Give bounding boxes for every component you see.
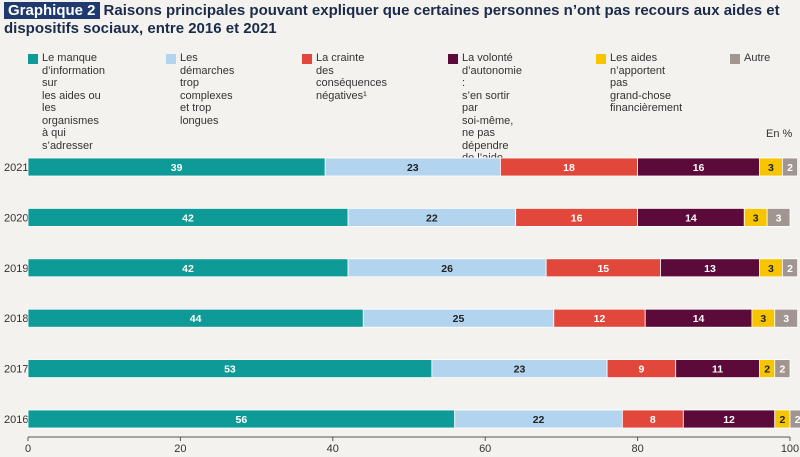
data-label: 42 — [182, 212, 194, 224]
data-label: 3 — [768, 263, 774, 275]
x-tick-label: 40 — [327, 443, 339, 455]
bar-segment — [789, 409, 800, 429]
data-label: 16 — [571, 212, 583, 224]
data-label: 2 — [779, 364, 785, 376]
data-label: 3 — [776, 212, 782, 224]
y-tick-label: 2020 — [4, 212, 28, 224]
legend-swatch — [166, 54, 176, 64]
data-label: 2 — [795, 414, 800, 426]
bar-segment — [774, 308, 799, 328]
legend: Le manque d’information sur les aides ou… — [0, 52, 800, 177]
data-label: 9 — [638, 364, 644, 376]
data-label: 18 — [563, 162, 575, 174]
data-label: 13 — [704, 263, 716, 275]
legend-swatch — [596, 54, 606, 64]
x-tick-label: 80 — [631, 443, 643, 455]
bar-segment — [766, 207, 791, 227]
legend-label: Les démarches trop complexes et trop lon… — [180, 52, 235, 127]
figure-label: Graphique 2 — [4, 2, 100, 19]
legend-label: Les aides n’apportent pas grand-chose fi… — [610, 52, 683, 114]
data-label: 15 — [597, 263, 609, 275]
data-label: 14 — [685, 212, 697, 224]
data-label: 25 — [453, 313, 465, 325]
data-label: 23 — [514, 364, 526, 376]
data-label: 39 — [171, 162, 183, 174]
bar-segment — [781, 157, 799, 177]
data-label: 3 — [753, 212, 759, 224]
data-label: 3 — [760, 313, 766, 325]
data-label: 44 — [190, 313, 202, 325]
x-tick-label: 20 — [174, 443, 186, 455]
y-tick-label: 2017 — [4, 364, 28, 376]
data-label: 2 — [764, 364, 770, 376]
x-tick-label: 60 — [479, 443, 491, 455]
x-tick-label: 0 — [25, 443, 31, 455]
data-label: 53 — [224, 364, 236, 376]
data-label: 22 — [533, 414, 545, 426]
bar-segment — [774, 359, 791, 379]
data-label: 2 — [779, 414, 785, 426]
chart-title-text: Raisons principales pouvant expliquer qu… — [4, 2, 780, 37]
data-label: 56 — [236, 414, 248, 426]
data-label: 14 — [693, 313, 705, 325]
data-label: 16 — [693, 162, 705, 174]
data-label: 3 — [768, 162, 774, 174]
legend-label: La crainte des conséquences négatives¹ — [316, 52, 387, 102]
data-label: 2 — [787, 263, 793, 275]
legend-label: Autre — [744, 52, 771, 64]
y-tick-label: 2019 — [4, 263, 28, 275]
data-label: 3 — [783, 313, 789, 325]
legend-swatch — [28, 54, 38, 64]
data-label: 11 — [712, 364, 723, 376]
data-label: 22 — [426, 212, 438, 224]
unit-label: En % — [766, 128, 793, 140]
data-label: 8 — [650, 414, 656, 426]
data-label: 12 — [594, 313, 606, 325]
legend-label: Le manque d’information sur les aides ou… — [42, 52, 105, 152]
data-label: 42 — [182, 263, 194, 275]
bar-segment — [781, 258, 799, 278]
legend-swatch — [448, 54, 458, 64]
x-tick-label: 100 — [781, 443, 799, 455]
y-tick-label: 2016 — [4, 414, 28, 426]
legend-swatch — [302, 54, 312, 64]
data-label: 12 — [723, 414, 735, 426]
data-label: 2 — [787, 162, 793, 174]
y-tick-label: 2021 — [4, 162, 28, 174]
data-label: 26 — [441, 263, 453, 275]
chart-title: Graphique 2 Raisons principales pouvant e… — [4, 2, 794, 38]
data-label: 23 — [407, 162, 419, 174]
legend-swatch — [730, 54, 740, 64]
y-tick-label: 2018 — [4, 313, 28, 325]
